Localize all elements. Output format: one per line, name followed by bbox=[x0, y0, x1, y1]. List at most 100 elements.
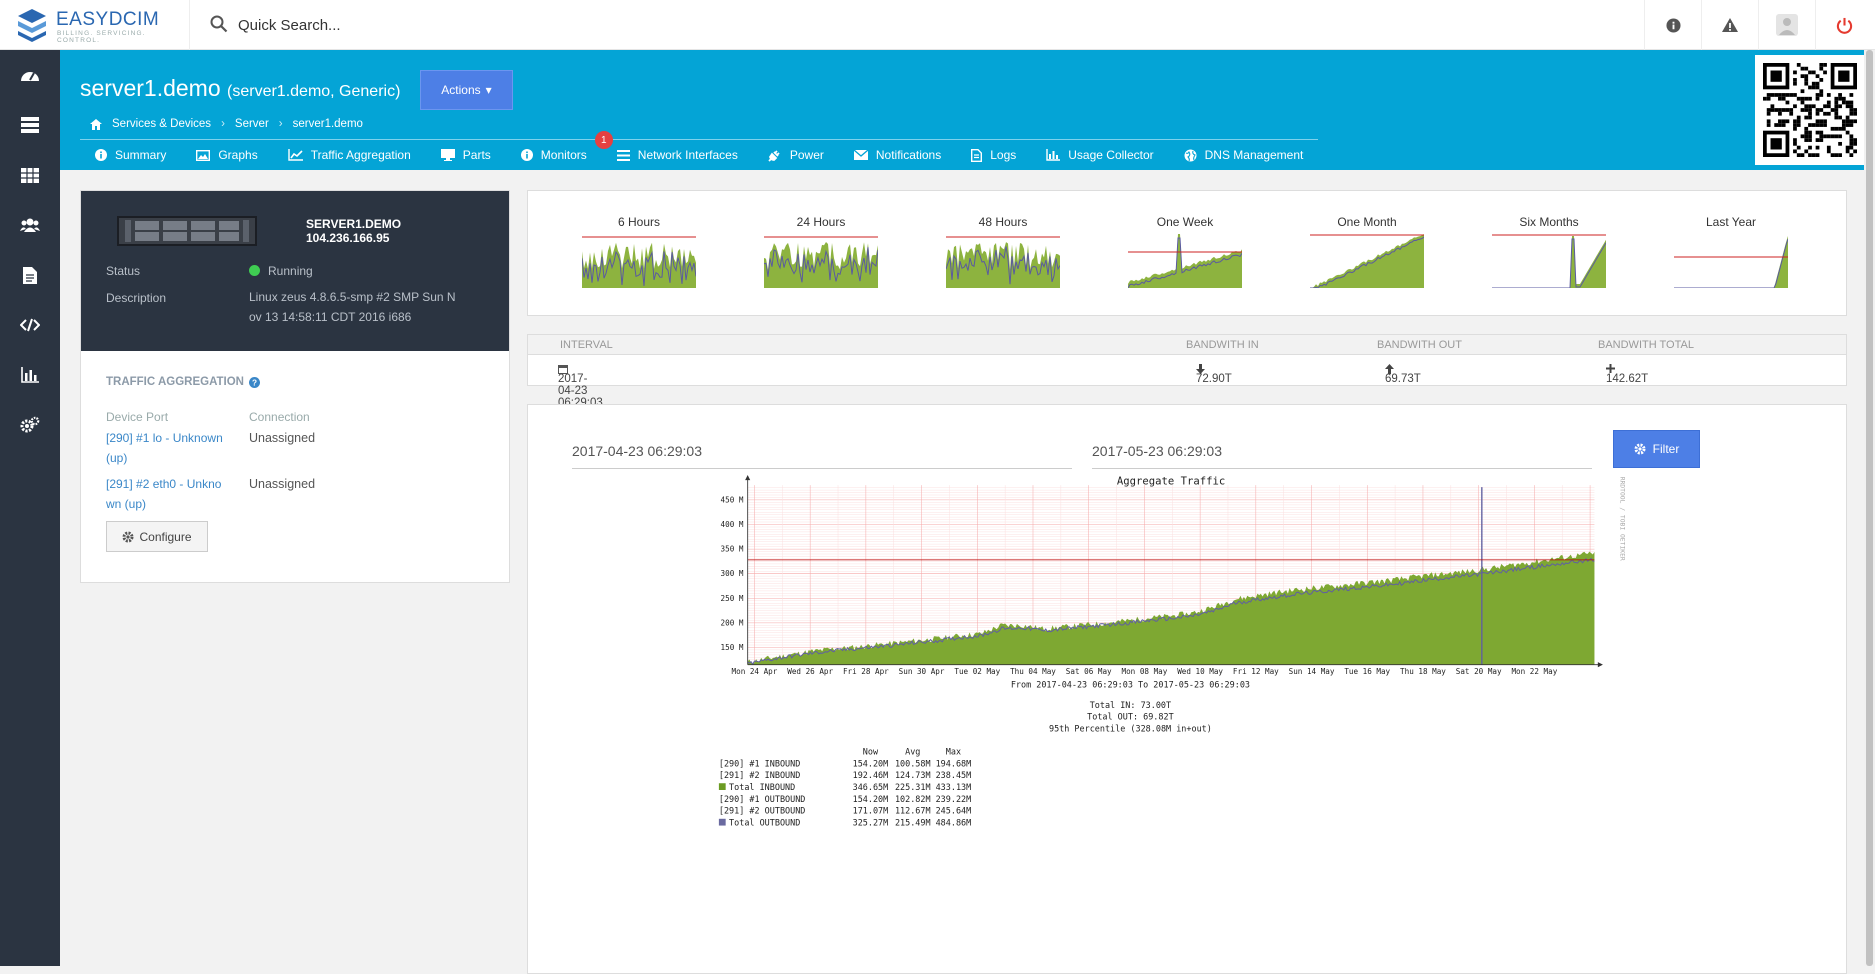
x-tick-label: Mon 08 May bbox=[1122, 667, 1168, 676]
thumbnail-inbound-area bbox=[764, 242, 878, 288]
legend-now: 154.20M bbox=[853, 794, 889, 804]
scrollbar-thumb[interactable] bbox=[1866, 50, 1873, 966]
tab-usage-collector[interactable]: Usage Collector bbox=[1031, 140, 1168, 170]
table-row: 2017-04-23 06:29:03 - 2017-05-23 06:29:0… bbox=[528, 355, 1846, 445]
legend-now: 171.07M bbox=[853, 806, 889, 816]
graph-thumbnail[interactable]: Six Months bbox=[1492, 215, 1606, 288]
line-chart-icon bbox=[288, 149, 303, 161]
traffic-aggregation-title-text: TRAFFIC AGGREGATION bbox=[106, 376, 244, 388]
tab-logs[interactable]: Logs bbox=[956, 140, 1031, 170]
bandwidth-out-value: 69.73T bbox=[1385, 373, 1421, 385]
description-line: ov 13 14:58:11 CDT 2016 i686 bbox=[249, 310, 412, 324]
legend-now: 325.27M bbox=[853, 818, 889, 828]
tab-power[interactable]: Power bbox=[753, 140, 839, 170]
sidebar-item-settings[interactable] bbox=[0, 400, 60, 450]
thumbnail-label: One Week bbox=[1156, 215, 1214, 229]
rrd-watermark: RRDTOOL / TOBI OETIKER bbox=[1619, 477, 1626, 561]
sidebar-item-servers[interactable] bbox=[0, 100, 60, 150]
description-label: Description bbox=[106, 291, 167, 305]
sidebar-item-dashboard[interactable] bbox=[0, 50, 60, 100]
thumbnail-graph bbox=[1492, 234, 1606, 288]
graph-thumbnail[interactable]: 6 Hours bbox=[582, 215, 696, 288]
configure-button[interactable]: Configure bbox=[106, 521, 208, 552]
chart-title: Aggregate Traffic bbox=[1117, 475, 1225, 487]
tab-notifications[interactable]: Notifications bbox=[839, 140, 956, 170]
bandwidth-out-cell: 69.73T bbox=[1385, 364, 1421, 385]
document-icon bbox=[23, 266, 37, 284]
sidebar-item-users[interactable] bbox=[0, 200, 60, 250]
outbound-line bbox=[747, 557, 1595, 666]
y-axis-arrow bbox=[745, 475, 751, 481]
graph-thumbnail[interactable]: Last Year bbox=[1674, 215, 1788, 288]
thumbnail-outbound-line bbox=[582, 250, 696, 286]
x-tick-label: Wed 10 May bbox=[1177, 667, 1223, 676]
graph-thumbnails: 6 Hours 24 Hours 48 Hours One Week One Month… bbox=[527, 190, 1847, 316]
table-header: INTERVAL BANDWITH IN BANDWITH OUT BANDWI… bbox=[528, 335, 1846, 355]
tab-monitors[interactable]: Monitors 1 bbox=[506, 131, 613, 170]
breadcrumb-item-server[interactable]: Server bbox=[234, 118, 269, 130]
image-icon bbox=[196, 149, 211, 161]
port-link-line: [291] #2 eth0 - Unkno bbox=[106, 477, 222, 491]
tab-graphs[interactable]: Graphs bbox=[181, 140, 272, 170]
plus-icon bbox=[1606, 364, 1615, 373]
date-from-input[interactable] bbox=[572, 433, 1072, 469]
graph-thumbnail[interactable]: One Week bbox=[1128, 215, 1242, 288]
tab-parts[interactable]: Parts bbox=[426, 140, 506, 170]
sidebar-item-reports[interactable] bbox=[0, 350, 60, 400]
sidebar-item-documents[interactable] bbox=[0, 250, 60, 300]
qr-code-image bbox=[1763, 63, 1857, 157]
total-in-text: Total IN: 73.00T bbox=[1090, 700, 1171, 710]
traffic-aggregation-section: TRAFFIC AGGREGATION ? bbox=[81, 351, 509, 413]
legend-swatch bbox=[718, 783, 726, 790]
easydcim-logo-icon bbox=[18, 9, 46, 42]
graph-thumbnail[interactable]: 48 Hours bbox=[946, 215, 1060, 288]
graph-thumbnail[interactable]: One Month bbox=[1310, 215, 1424, 288]
thumbnail-graph bbox=[582, 236, 696, 288]
globe-icon bbox=[1184, 149, 1197, 161]
graph-thumbnail[interactable]: 24 Hours bbox=[764, 215, 878, 288]
sidebar-item-table[interactable] bbox=[0, 150, 60, 200]
total-out-text: Total OUT: 69.82T bbox=[1087, 712, 1174, 722]
legend-now: 154.20M bbox=[853, 758, 889, 768]
tab-dns-management[interactable]: DNS Management bbox=[1169, 140, 1319, 170]
y-tick-label: 150 M bbox=[721, 643, 744, 652]
page-scrollbar[interactable] bbox=[1864, 50, 1875, 966]
sidebar-item-code[interactable] bbox=[0, 300, 60, 350]
status-indicator bbox=[249, 265, 260, 276]
y-tick-label: 250 M bbox=[721, 594, 744, 603]
list-icon bbox=[616, 149, 630, 161]
legend-avg: 112.67M bbox=[895, 806, 931, 816]
breadcrumb-item-services[interactable]: Services & Devices bbox=[112, 118, 212, 130]
alerts-button[interactable] bbox=[1701, 0, 1758, 50]
tab-network-interfaces[interactable]: Network Interfaces bbox=[602, 140, 753, 170]
thumbnail-graph bbox=[1128, 234, 1242, 288]
tab-traffic-aggregation[interactable]: Traffic Aggregation bbox=[273, 140, 426, 170]
thumbnail-label: 48 Hours bbox=[978, 215, 1028, 229]
info-icon bbox=[95, 149, 107, 161]
logo[interactable]: EASYDCIM BILLING. SERVICING. CONTROL. bbox=[0, 0, 190, 50]
port-link[interactable]: [291] #2 eth0 - Unkno wn (up) bbox=[106, 474, 226, 514]
col-connection: Connection bbox=[249, 410, 310, 424]
thumbnail-label: Six Months bbox=[1519, 215, 1579, 229]
port-link[interactable]: [290] #1 lo - Unknown (up) bbox=[106, 428, 226, 468]
aggregate-traffic-chart: Aggregate Traffic RRDTOOL / TOBI OETIKER 1… bbox=[718, 475, 1626, 828]
actions-button[interactable]: Actions ▾ bbox=[420, 70, 513, 110]
date-to-input[interactable] bbox=[1092, 433, 1592, 469]
search-input[interactable] bbox=[238, 12, 838, 38]
home-icon[interactable] bbox=[90, 118, 102, 130]
help-icon[interactable]: ? bbox=[249, 376, 260, 388]
file-icon bbox=[971, 148, 983, 162]
logout-button[interactable] bbox=[1815, 0, 1872, 50]
envelope-icon bbox=[853, 150, 868, 160]
thumbnail-inbound-area bbox=[582, 242, 696, 288]
legend-swatch bbox=[718, 818, 726, 826]
thumbnail-label: Last Year bbox=[1705, 215, 1757, 229]
gear-icon bbox=[1634, 443, 1646, 455]
info-button[interactable] bbox=[1644, 0, 1701, 50]
x-tick-label: Tue 16 May bbox=[1344, 667, 1390, 676]
tab-summary[interactable]: Summary bbox=[80, 140, 181, 170]
server-name: SERVER1.DEMO 104.236.166.95 bbox=[306, 217, 401, 245]
filter-button[interactable]: Filter bbox=[1613, 430, 1700, 468]
svg-text:?: ? bbox=[252, 378, 257, 387]
user-menu-button[interactable] bbox=[1758, 0, 1815, 50]
